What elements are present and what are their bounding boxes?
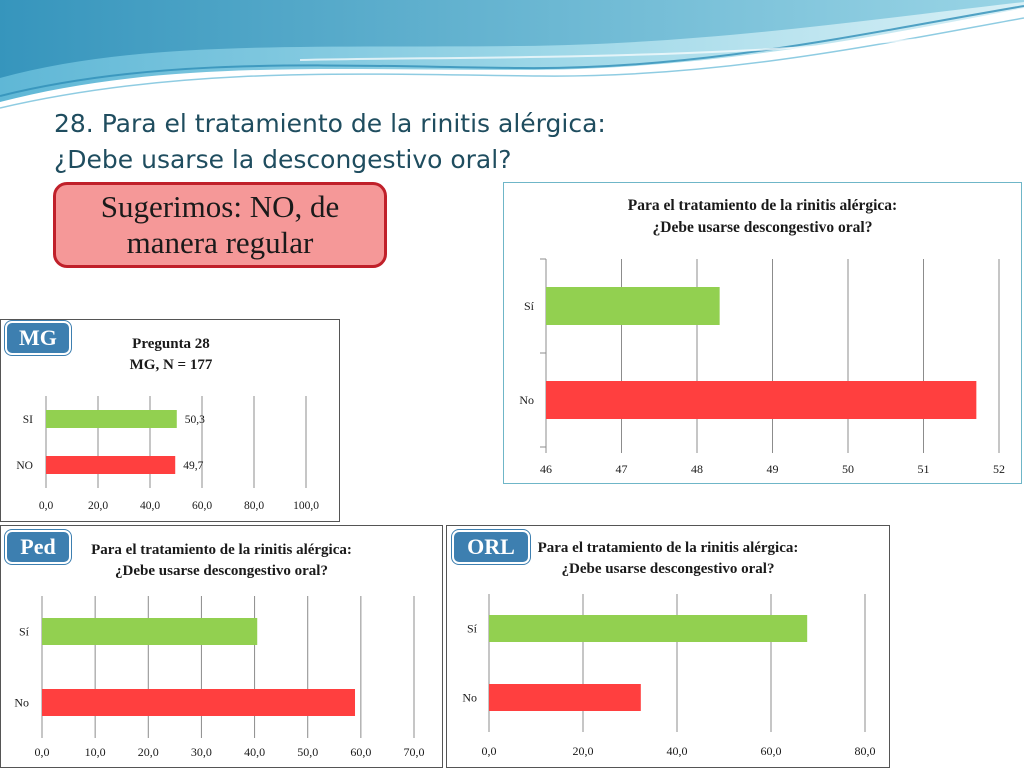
chart-panel-orl: Para el tratamiento de la rinitis alérgi… (446, 525, 890, 768)
tick-label-ped-2: 20,0 (138, 745, 159, 759)
category-label-ped-0: Sí (19, 625, 30, 639)
tick-label-main-4: 50 (842, 462, 854, 476)
tick-label-orl-3: 60,0 (761, 744, 782, 758)
bar-mg-0 (46, 410, 177, 428)
chart-title-mg: Pregunta 28 MG, N = 177 (1, 334, 339, 376)
tag-orl: ORL (452, 530, 530, 564)
category-label-mg-1: NO (16, 460, 33, 472)
bar-chart-ped: 0,0 10,0 20,0 30,0 40,0 50,0 60,0 70,0 Sí No (14, 596, 425, 759)
recommendation-box: Sugerimos: NO, de manera regular (53, 182, 387, 268)
tick-label-main-0: 46 (540, 462, 552, 476)
tick-label-main-6: 52 (993, 462, 1005, 476)
decorative-wave-banner (0, 0, 1024, 109)
tick-label-mg-2: 40,0 (140, 500, 160, 512)
tick-label-mg-3: 60,0 (192, 500, 212, 512)
bar-chart-mg: 0,0 20,0 40,0 60,0 80,0 100,0 SI 50,3 NO 49,7 (16, 396, 319, 512)
chart-title-ped-line-2: ¿Debe usarse descongestivo oral? (115, 563, 328, 579)
category-label-ped-1: No (14, 696, 29, 710)
tick-label-main-3: 49 (767, 462, 779, 476)
bar-chart-orl: 0,0 20,0 40,0 60,0 80,0 Sí No (462, 594, 876, 758)
tag-mg: MG (5, 321, 71, 355)
data-label-mg-1: 49,7 (183, 460, 203, 472)
chart-title-orl-line-2: ¿Debe usarse descongestivo oral? (561, 561, 775, 577)
bar-main-0 (546, 287, 720, 325)
chart-title-overall-line-1: Para el tratamiento de la rinitis alérgi… (627, 197, 898, 214)
chart-title-orl-line-1: Para el tratamiento de la rinitis alérgi… (537, 540, 799, 556)
chart-title-mg-line-2: MG, N = 177 (129, 357, 213, 373)
slide-title-line-1: 28. Para el tratamiento de la rinitis al… (54, 109, 606, 138)
category-label-main-1: No (519, 393, 534, 407)
slide-title: 28. Para el tratamiento de la rinitis al… (54, 106, 674, 178)
tick-label-ped-7: 70,0 (404, 745, 425, 759)
tick-label-main-5: 51 (918, 462, 930, 476)
tick-label-mg-1: 20,0 (88, 500, 108, 512)
tick-label-orl-1: 20,0 (573, 744, 594, 758)
category-label-orl-0: Sí (467, 622, 478, 636)
tick-label-mg-0: 0,0 (39, 500, 54, 512)
chart-title-orl: Para el tratamiento de la rinitis alérgi… (447, 538, 889, 580)
tick-label-main-1: 47 (616, 462, 628, 476)
chart-title-ped: Para el tratamiento de la rinitis alérgi… (1, 540, 442, 582)
tick-label-orl-4: 80,0 (855, 744, 876, 758)
tick-label-ped-6: 60,0 (350, 745, 371, 759)
chart-title-ped-line-1: Para el tratamiento de la rinitis alérgi… (91, 542, 352, 558)
tag-ped: Ped (5, 530, 71, 564)
category-label-mg-0: SI (23, 414, 33, 426)
bar-main-1 (546, 381, 977, 419)
bar-ped-1 (42, 689, 356, 716)
chart-title-overall-line-2: ¿Debe usarse descongestivo oral? (652, 219, 873, 236)
tick-label-orl-0: 0,0 (482, 744, 497, 758)
bar-ped-0 (42, 618, 258, 645)
category-label-orl-1: No (462, 691, 477, 705)
chart-title-overall: Para el tratamiento de la rinitis alérgi… (504, 195, 1021, 239)
tick-label-mg-4: 80,0 (244, 500, 264, 512)
tick-label-orl-2: 40,0 (667, 744, 688, 758)
chart-panel-overall: Para el tratamiento de la rinitis alérgi… (503, 182, 1022, 484)
tick-label-ped-4: 40,0 (244, 745, 265, 759)
recommendation-line-2: manera regular (126, 225, 314, 260)
chart-title-mg-line-1: Pregunta 28 (132, 336, 210, 352)
tick-label-main-2: 48 (691, 462, 703, 476)
chart-panel-ped: Para el tratamiento de la rinitis alérgi… (0, 525, 443, 768)
bar-mg-1 (46, 456, 176, 474)
slide-title-line-2: ¿Debe usarse la descongestivo oral? (54, 145, 512, 174)
tick-label-ped-1: 10,0 (85, 745, 106, 759)
category-label-main-0: Sí (524, 299, 535, 313)
bar-orl-0 (489, 615, 808, 642)
data-label-mg-0: 50,3 (185, 414, 205, 426)
tick-label-mg-5: 100,0 (293, 500, 319, 512)
bar-orl-1 (489, 684, 641, 711)
tick-label-ped-3: 30,0 (191, 745, 212, 759)
tick-label-ped-0: 0,0 (35, 745, 50, 759)
recommendation-line-1: Sugerimos: NO, de (100, 189, 340, 224)
tick-label-ped-5: 50,0 (297, 745, 318, 759)
bar-chart-overall: 46 47 48 49 50 51 52 Sí No (519, 258, 1005, 476)
